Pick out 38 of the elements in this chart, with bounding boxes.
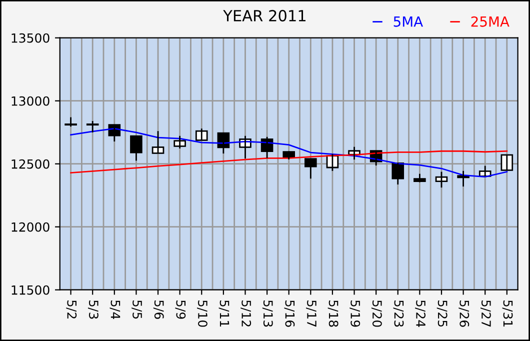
x-tick-label: 5/6 <box>153 300 164 319</box>
candlestick <box>64 116 77 128</box>
line-series <box>70 150 508 174</box>
x-tick-label: 5/13 <box>262 300 273 327</box>
x-tick-label: 5/17 <box>306 300 316 327</box>
y-tick-label: 13000 <box>12 96 50 106</box>
y-tick-label: 11500 <box>12 285 50 295</box>
y-tick-label: 12000 <box>12 222 50 232</box>
candlestick <box>86 120 99 134</box>
candlestick <box>414 173 426 183</box>
candlestick <box>304 158 317 180</box>
legend-label: 5MA <box>394 16 423 27</box>
x-tick-label: 5/24 <box>415 300 426 327</box>
chart-title: YEAR 2011 <box>223 10 306 22</box>
x-tick-label: 5/5 <box>132 300 142 319</box>
x-tick-label: 5/11 <box>218 300 230 326</box>
x-tick-label: 5/25 <box>436 300 448 327</box>
x-tick-label: 5/31 <box>502 300 513 326</box>
x-tick-label: 5/18 <box>328 300 338 327</box>
candlestick <box>152 130 164 154</box>
x-tick-label: 5/9 <box>175 300 186 319</box>
x-tick-label: 5/27 <box>480 300 491 327</box>
x-tick-label: 5/23 <box>393 300 404 327</box>
candlestick <box>174 135 186 150</box>
legend-label: 25MA <box>471 16 510 27</box>
x-tick-label: 5/10 <box>197 300 208 327</box>
x-tick-label: 5/12 <box>240 300 252 326</box>
x-tick-label: 5/2 <box>66 300 77 318</box>
x-tick-label: 5/19 <box>350 300 360 327</box>
x-tick-label: 5/20 <box>371 300 382 327</box>
y-tick-label: 12500 <box>12 159 50 169</box>
x-tick-label: 5/3 <box>88 300 98 319</box>
x-tick-label: 5/26 <box>458 300 470 327</box>
x-tick-label: 5/16 <box>284 300 295 327</box>
y-tick-label: 13500 <box>12 33 50 43</box>
candlestick <box>195 128 208 141</box>
candlestick <box>500 154 514 171</box>
x-tick-label: 5/4 <box>110 300 120 319</box>
